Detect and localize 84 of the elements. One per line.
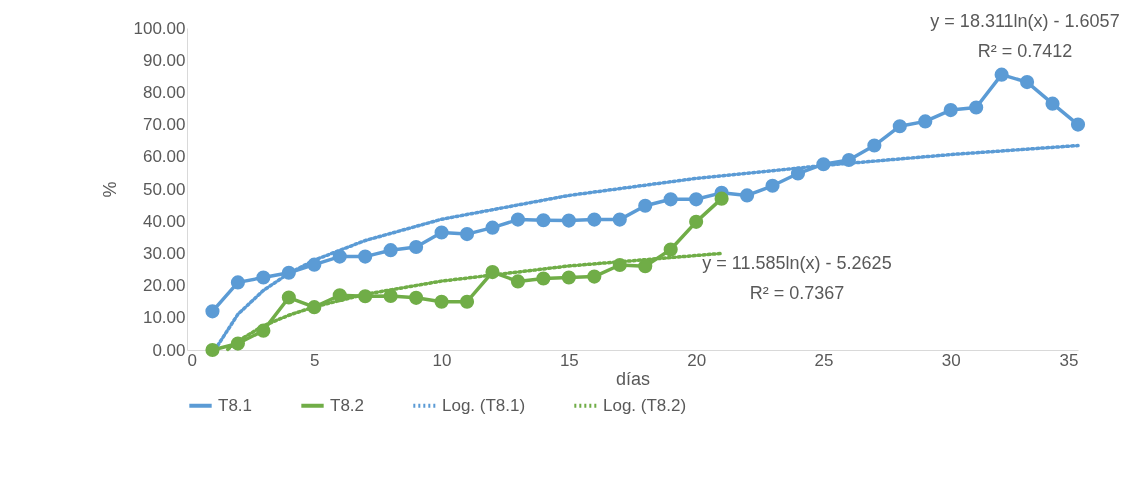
y-tick-label: 20.00 (142, 276, 186, 296)
x-tick-label: 30 (941, 350, 961, 370)
point (510, 212, 526, 227)
point (332, 249, 347, 264)
point (409, 290, 424, 305)
point (536, 213, 551, 228)
point (994, 67, 1009, 82)
point (459, 294, 475, 309)
point (1045, 96, 1060, 111)
x-tick-label: 10 (432, 350, 452, 370)
point (307, 257, 322, 272)
point (256, 270, 271, 285)
annotation: R² = 0.7367 (749, 283, 845, 303)
y-tick-label: 50.00 (142, 179, 186, 199)
point (281, 265, 296, 280)
x-tick-label: 0 (187, 350, 197, 370)
legend-label: T8.1 (218, 395, 253, 415)
point (256, 323, 271, 338)
point (638, 259, 653, 274)
point (434, 294, 449, 309)
point (892, 119, 907, 134)
point (383, 288, 398, 303)
x-tick-label: 35 (1059, 350, 1079, 370)
y-tick-label: 70.00 (142, 115, 186, 135)
point (689, 192, 704, 207)
point (536, 271, 551, 286)
y-tick-label: 0.00 (152, 340, 186, 360)
point (918, 114, 933, 129)
point (281, 290, 296, 305)
point (434, 225, 449, 240)
point (790, 166, 806, 181)
y-tick-label: 90.00 (142, 50, 186, 70)
point (663, 242, 678, 257)
point (205, 304, 220, 319)
legend-label: Log. (T8.1) (442, 395, 526, 415)
x-tick-label: 25 (814, 350, 834, 370)
point (587, 212, 602, 227)
legend-label: Log. (T8.2) (603, 395, 687, 415)
point (230, 275, 245, 290)
y-tick-label: 60.00 (142, 147, 186, 167)
point (841, 152, 856, 168)
y-axis-title: % (99, 181, 120, 198)
point (1020, 75, 1035, 90)
annotation: y = 11.585ln(x) - 5.2625 (702, 253, 892, 273)
x-tick-label: 20 (687, 350, 707, 370)
point (765, 178, 780, 193)
point (307, 300, 322, 315)
y-tick-label: 30.00 (142, 243, 186, 263)
x-tick-label: 5 (310, 350, 320, 370)
point (383, 243, 398, 258)
point (689, 214, 704, 229)
point (485, 220, 500, 235)
point (459, 227, 475, 242)
point (587, 269, 602, 284)
point (816, 157, 831, 172)
point (612, 212, 627, 227)
x-tick-label: 15 (559, 350, 579, 370)
point (510, 274, 526, 289)
point (943, 103, 958, 118)
point (561, 270, 576, 285)
point (739, 188, 755, 203)
point (332, 288, 347, 303)
point (663, 192, 678, 207)
point (230, 336, 245, 351)
x-axis-title: días (615, 368, 651, 389)
point (1070, 117, 1086, 132)
point (969, 100, 984, 115)
point (358, 289, 373, 304)
y-tick-label: 80.00 (142, 82, 186, 102)
annotation: y = 18.311ln(x) - 1.6057 (930, 11, 1120, 31)
annotation: R² = 0.7412 (977, 41, 1073, 61)
legend-label: T8.2 (330, 395, 365, 415)
point (638, 198, 653, 213)
point (205, 342, 220, 358)
point (612, 257, 627, 273)
y-tick-label: 40.00 (142, 211, 186, 231)
y-tick-label: 100.00 (133, 18, 186, 38)
point (714, 191, 729, 206)
point (358, 249, 373, 264)
y-tick-label: 10.00 (142, 308, 186, 328)
point (485, 265, 500, 280)
point (561, 213, 576, 228)
point (867, 138, 882, 153)
point (409, 239, 424, 255)
